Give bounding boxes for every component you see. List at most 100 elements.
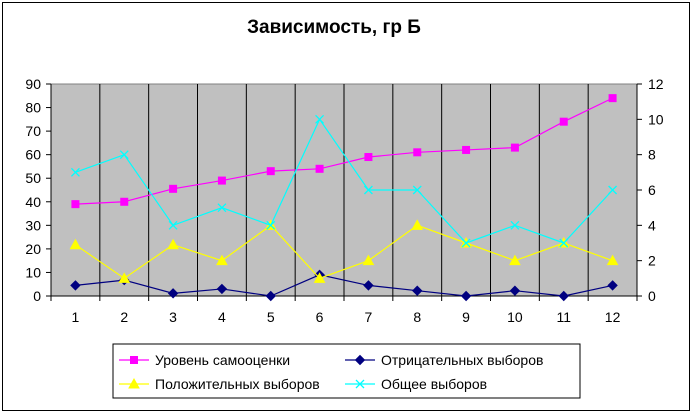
data-point <box>118 272 131 283</box>
data-point-stroke <box>217 203 227 213</box>
legend-label: Уровень самооценки <box>155 352 290 368</box>
left-tick-label: 0 <box>33 288 41 304</box>
data-point <box>128 377 140 389</box>
plot-area <box>50 83 638 297</box>
data-point <box>363 280 374 291</box>
data-point <box>462 145 471 154</box>
x-tick-label: 7 <box>365 309 373 325</box>
series-group <box>69 94 619 302</box>
series-line <box>75 97 613 205</box>
data-point <box>509 254 521 266</box>
series-3 <box>69 219 619 283</box>
legend-item: Отрицательных выборов <box>345 352 543 368</box>
x-axis: 1 2 3 4 5 6 7 8 9 10 11 12 <box>50 295 638 325</box>
data-point <box>167 288 179 299</box>
data-point <box>510 220 520 230</box>
series-2 <box>70 269 618 302</box>
right-axis: 0 2 4 6 8 10 12 <box>636 76 664 304</box>
data-point <box>315 114 325 124</box>
data-point-stroke <box>266 220 276 230</box>
data-point <box>362 254 375 266</box>
x-tick-label: 3 <box>169 309 177 325</box>
data-point-stroke <box>70 167 80 177</box>
data-point-stroke <box>168 220 178 230</box>
data-point <box>217 176 226 185</box>
data-point <box>460 290 472 302</box>
legend-item: Положительных выборов <box>119 376 320 392</box>
right-tick-label: 4 <box>648 217 656 233</box>
data-point <box>70 167 80 177</box>
x-tick-label: 6 <box>316 309 324 325</box>
data-point <box>509 285 521 296</box>
data-point <box>167 238 179 250</box>
data-point <box>70 280 81 291</box>
left-tick-label: 30 <box>25 217 41 233</box>
legend-item: Общее выборов <box>345 376 487 392</box>
left-tick-label: 50 <box>25 170 41 186</box>
left-tick-label: 60 <box>25 147 41 163</box>
legend-box <box>112 343 581 399</box>
data-point <box>461 238 471 248</box>
left-axis: 0 10 20 30 40 50 60 70 80 90 <box>25 76 52 304</box>
data-point-stroke <box>412 185 422 195</box>
data-point <box>130 356 138 364</box>
left-tick-label: 90 <box>25 76 41 92</box>
data-point-stroke <box>608 185 618 195</box>
data-point <box>119 150 129 160</box>
series-line <box>75 118 614 244</box>
x-tick-label: 9 <box>462 309 470 325</box>
data-point <box>608 185 618 195</box>
data-point <box>69 238 82 250</box>
data-point <box>411 219 424 230</box>
data-point <box>265 290 276 302</box>
legend: Уровень самооценки Отрицательных выборов П… <box>112 343 581 399</box>
data-point <box>120 197 129 206</box>
data-point-stroke <box>119 150 129 160</box>
series-line <box>75 274 613 297</box>
data-point <box>364 153 373 162</box>
data-point-stroke <box>510 220 520 230</box>
right-tick-label: 2 <box>648 253 656 269</box>
data-point <box>169 184 178 193</box>
data-point <box>315 164 324 173</box>
series-line <box>75 224 613 280</box>
x-tick-label: 2 <box>120 309 128 325</box>
data-point <box>559 117 568 126</box>
series-1 <box>71 94 617 209</box>
left-tick-label: 80 <box>25 100 41 116</box>
data-point-stroke <box>559 238 569 248</box>
data-point <box>607 280 618 291</box>
chart-title: Зависимость, гр Б <box>247 17 421 38</box>
right-tick-label: 0 <box>648 288 656 304</box>
data-point <box>354 354 366 366</box>
data-point-stroke <box>461 238 471 248</box>
data-point <box>71 200 80 209</box>
data-point <box>559 238 569 248</box>
x-tick-label: 8 <box>413 309 421 325</box>
data-point <box>413 148 422 157</box>
data-point <box>606 254 619 266</box>
left-tick-label: 40 <box>25 194 41 210</box>
data-point <box>558 290 569 302</box>
data-point <box>266 220 276 230</box>
legend-item: Уровень самооценки <box>119 352 290 368</box>
data-point <box>363 185 373 195</box>
data-point-stroke <box>315 114 325 124</box>
data-point <box>266 167 275 176</box>
data-point-stroke <box>363 185 373 195</box>
legend-label: Общее выборов <box>381 376 487 392</box>
legend-label: Отрицательных выборов <box>381 352 543 368</box>
x-tick-label: 12 <box>605 309 621 325</box>
data-point <box>412 185 422 195</box>
legend-label: Положительных выборов <box>155 376 320 392</box>
x-tick-label: 5 <box>267 309 275 325</box>
data-point <box>216 283 228 295</box>
x-tick-label: 10 <box>507 309 523 325</box>
data-point-stroke <box>355 379 365 389</box>
left-tick-label: 20 <box>25 241 41 257</box>
data-point <box>217 203 227 213</box>
x-tick-label: 11 <box>556 309 571 325</box>
data-point <box>216 254 228 266</box>
data-point <box>608 94 617 103</box>
